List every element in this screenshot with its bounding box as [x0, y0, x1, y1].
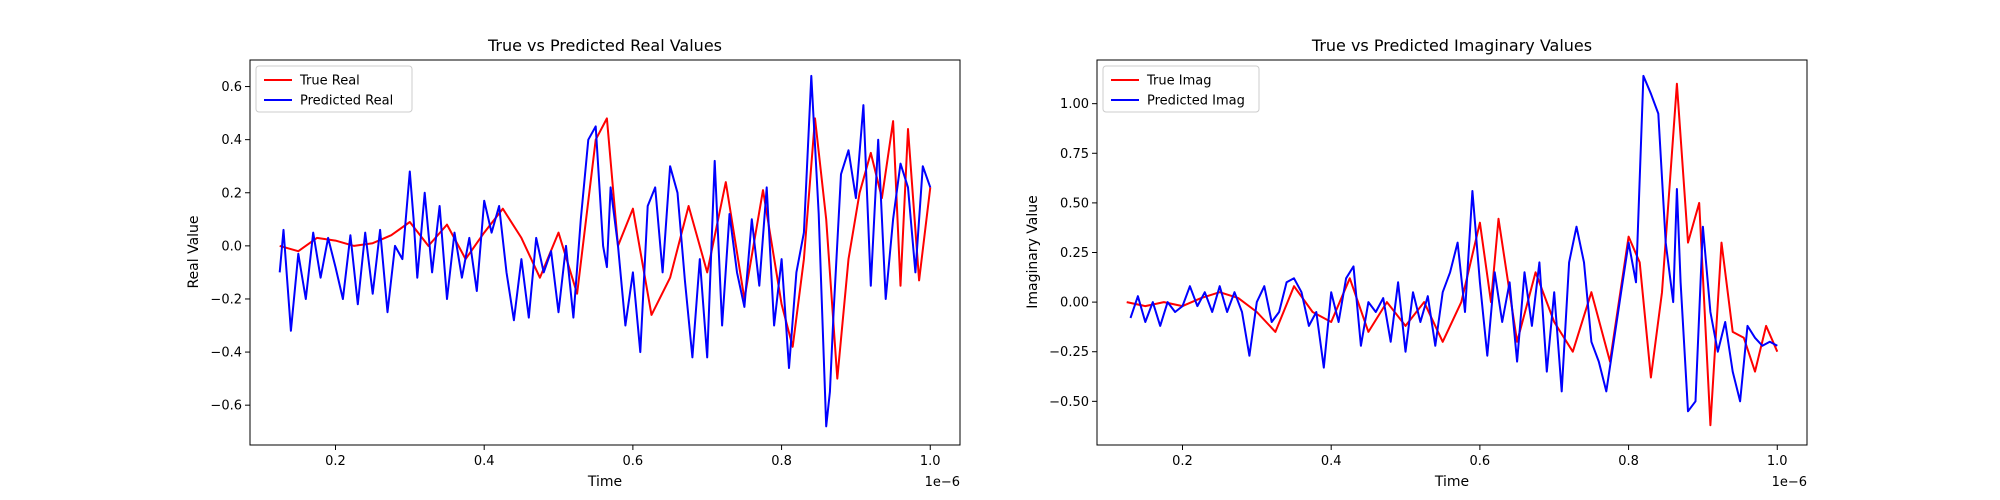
real-y-tick-label: −0.6	[210, 399, 242, 414]
real-y-tick-label: −0.4	[210, 346, 242, 361]
real-y-tick-label: 0.2	[221, 186, 242, 201]
imag-y-tick-label: 0.50	[1060, 196, 1089, 211]
real-x-tick-label: 0.8	[771, 454, 792, 469]
imag-legend	[1102, 65, 1260, 113]
imag-series-line-true	[1126, 82, 1779, 427]
real-x-offset-label: 1e−6	[925, 475, 960, 490]
real-y-tick-label: 0.6	[221, 80, 242, 95]
real-y-tick-label: 0.4	[221, 133, 242, 148]
real-series-line-true	[279, 117, 932, 380]
imag-y-tick-label: 1.00	[1060, 97, 1089, 112]
imag-y-tick-label: −0.25	[1049, 345, 1089, 360]
imag-chart-title: True vs Predicted Imaginary Values	[1311, 36, 1592, 55]
imag-y-tick-label: 0.75	[1060, 147, 1089, 162]
imag-x-axis-label: Time	[1434, 474, 1469, 490]
imag-x-tick-label: 0.2	[1172, 454, 1193, 469]
imag-plot-area	[1096, 59, 1808, 446]
imag-y-tick-label: 0.25	[1060, 246, 1089, 261]
real-x-tick-label: 1.0	[920, 454, 941, 469]
imag-x-tick-label: 0.8	[1618, 454, 1639, 469]
real-values-chart: True vs Predicted Real Values Time Real …	[186, 36, 961, 490]
imag-legend-entry: True Imag	[1146, 74, 1211, 89]
real-y-axis-label: Real Value	[186, 215, 202, 288]
real-y-tick-label: −0.2	[210, 292, 242, 307]
imag-y-tick-label: 0.00	[1060, 296, 1089, 311]
real-legend	[255, 65, 413, 113]
imag-y-tick-label: −0.50	[1049, 395, 1089, 410]
imag-x-offset-label: 1e−6	[1772, 475, 1807, 490]
imag-y-axis-label: Imaginary Value	[1025, 195, 1041, 309]
imaginary-values-chart: True vs Predicted Imaginary Values Time …	[1025, 36, 1808, 490]
real-x-axis-label: Time	[587, 474, 622, 490]
imag-legend-entry: Predicted Imag	[1147, 94, 1245, 109]
real-y-tick-label: 0.0	[221, 239, 242, 254]
real-legend-entry: True Real	[299, 74, 360, 89]
real-legend-entry: Predicted Real	[300, 94, 393, 109]
imag-x-tick-label: 0.4	[1321, 454, 1342, 469]
real-x-tick-label: 0.4	[474, 454, 495, 469]
real-x-tick-label: 0.6	[623, 454, 644, 469]
real-x-tick-label: 0.2	[325, 454, 346, 469]
imag-series-line-predicted	[1129, 74, 1778, 413]
real-chart-title: True vs Predicted Real Values	[487, 36, 722, 55]
imag-x-tick-label: 0.6	[1470, 454, 1491, 469]
imag-x-tick-label: 1.0	[1767, 454, 1788, 469]
real-series-line-predicted	[278, 74, 932, 428]
